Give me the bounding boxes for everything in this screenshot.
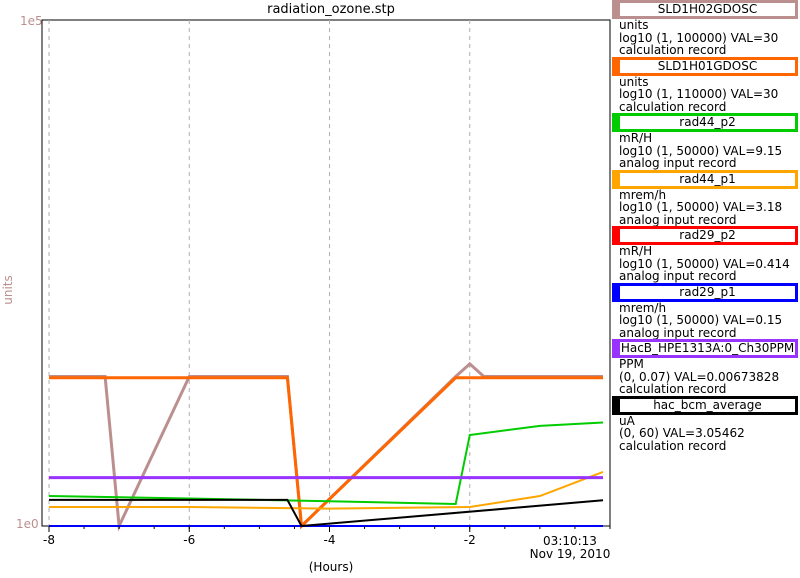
legend-units: mR/H xyxy=(619,131,653,145)
series-line-rad44-p2 xyxy=(48,421,604,506)
series-line-rad44-p1 xyxy=(49,470,604,510)
series-line-hac-bcm-average xyxy=(49,498,604,528)
end-date-label: Nov 19, 2010 xyxy=(530,547,611,561)
x-tick-label: -6 xyxy=(183,533,195,547)
legend-range: (0, 60) VAL=3.05462 xyxy=(619,426,745,440)
legend-type: analog input record xyxy=(619,156,737,170)
strip-chart[interactable]: radiation_ozone.stp -8 -6 -4 -2 1e5 1e0 uni… xyxy=(0,0,612,578)
legend-units: units xyxy=(619,74,649,89)
legend-type: calculation record xyxy=(619,438,727,453)
legend-range: log10 (1, 110000) VAL=30 xyxy=(619,87,779,101)
x-axis-ticks: -8 -6 -4 -2 xyxy=(43,526,611,547)
series-lines xyxy=(48,361,604,532)
legend-range: log10 (1, 50000) VAL=0.15 xyxy=(619,313,783,327)
legend-units: mrem/h xyxy=(619,187,667,202)
legend-type: calculation record xyxy=(619,382,727,396)
legend-units: mrem/h xyxy=(619,300,667,315)
plot-area[interactable] xyxy=(41,19,611,527)
legend-units: units xyxy=(619,18,649,32)
y-axis-bottom-label: 1e0 xyxy=(16,517,39,531)
legend-type: calculation record xyxy=(619,43,727,57)
legend-entry[interactable]: rad44_p1 mrem/h log10 (1, 50000) VAL=3.18 a… xyxy=(612,169,800,227)
x-axis-label: (Hours) xyxy=(309,560,354,574)
legend-entry[interactable]: HacB_HPE1313A:0_Ch30PPM PPM (0, 0.07) VAL=… xyxy=(612,339,800,396)
legend-entry[interactable]: SLD1H01GDOSC units log10 (1, 110000) VAL=3… xyxy=(612,56,800,114)
legend-units: PPM xyxy=(619,357,644,371)
legend-type: calculation record xyxy=(619,99,727,114)
legend-signal-name[interactable]: rad44_p2 xyxy=(612,113,798,132)
legend-signal-name[interactable]: SLD1H02GDOSC xyxy=(612,0,798,19)
legend-type: analog input record xyxy=(619,269,737,283)
legend-range: log10 (1, 50000) VAL=0.414 xyxy=(619,256,790,271)
legend-units: mR/H xyxy=(619,244,653,258)
legend-type: analog input record xyxy=(619,212,737,227)
end-time-label: 03:10:13 xyxy=(543,534,597,548)
y-axis-label: units xyxy=(1,275,15,305)
legend-range: (0, 0.07) VAL=0.00673828 xyxy=(619,369,780,384)
chart-title: radiation_ozone.stp xyxy=(267,2,395,17)
x-tick-label: -8 xyxy=(43,533,55,547)
legend-entry[interactable]: hac_bcm_average uA (0, 60) VAL=3.05462 calc… xyxy=(612,395,800,453)
legend-range: log10 (1, 100000) VAL=30 xyxy=(619,30,779,45)
legend-signal-name[interactable]: rad29_p1 xyxy=(612,282,798,302)
legend-signal-name[interactable]: rad44_p1 xyxy=(612,169,798,189)
legend-range: log10 (1, 50000) VAL=9.15 xyxy=(619,143,783,158)
legend-signal-name[interactable]: hac_bcm_average xyxy=(612,395,798,415)
legend-type: analog input record xyxy=(619,325,737,340)
legend-range: log10 (1, 50000) VAL=3.18 xyxy=(619,200,783,214)
legend-entry[interactable]: SLD1H02GDOSC units log10 (1, 100000) VAL=3… xyxy=(612,0,800,57)
legend-signal-name[interactable]: SLD1H01GDOSC xyxy=(612,56,798,76)
series-line-sld1h01gdosc xyxy=(49,376,603,530)
x-tick-label: -2 xyxy=(464,533,476,547)
legend-entry[interactable]: rad29_p2 mR/H log10 (1, 50000) VAL=0.414 an… xyxy=(612,226,800,283)
y-axis-top-label: 1e5 xyxy=(20,14,43,28)
legend-entry[interactable]: rad44_p2 mR/H log10 (1, 50000) VAL=9.15 ana… xyxy=(612,113,800,170)
legend-entry[interactable]: rad29_p1 mrem/h log10 (1, 50000) VAL=0.15 a… xyxy=(612,282,800,340)
legend-signal-name[interactable]: rad29_p2 xyxy=(612,226,798,245)
legend-units: uA xyxy=(619,413,635,428)
legend-panel: SLD1H02GDOSC units log10 (1, 100000) VAL=3… xyxy=(612,0,800,452)
x-tick-label: -4 xyxy=(324,533,336,547)
legend-signal-name[interactable]: HacB_HPE1313A:0_Ch30PPM xyxy=(612,339,798,358)
